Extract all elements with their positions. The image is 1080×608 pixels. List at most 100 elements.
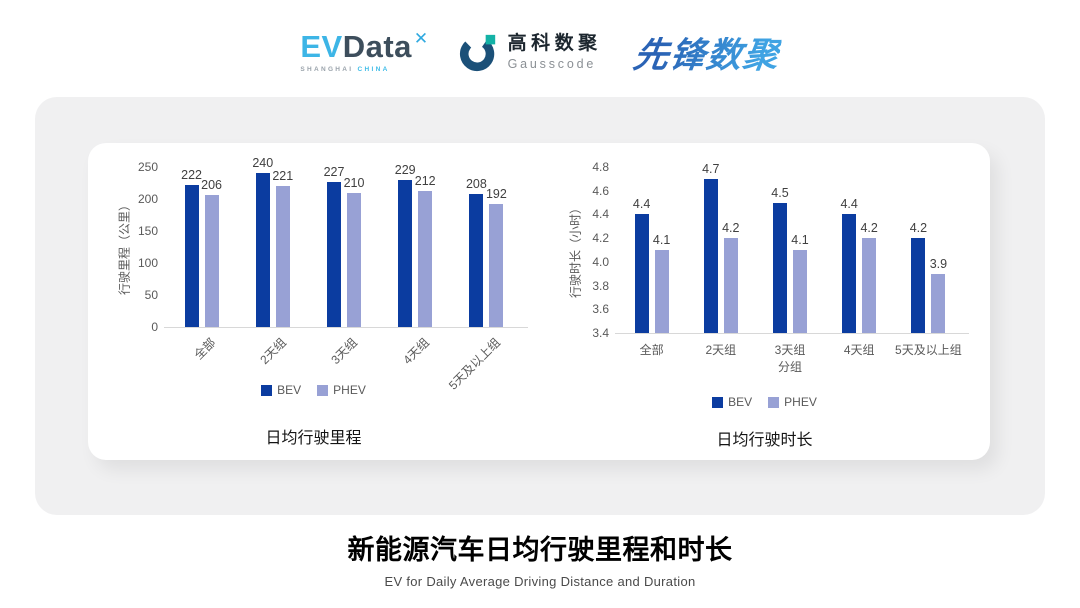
gausscode-cn-text: 高科数聚 [507, 33, 602, 55]
bar-bev [469, 193, 484, 327]
bar-phev [793, 250, 807, 333]
bar-value-label: 4.2 [909, 221, 928, 236]
bar-value-label: 206 [201, 178, 223, 193]
y-tick-label: 0 [151, 320, 158, 334]
gausscode-g-icon [459, 34, 495, 72]
bar-bev [255, 173, 270, 327]
bar-value-label: 208 [465, 176, 487, 191]
evdata-ev-text: EV [300, 29, 343, 64]
duration-x-axis-title: 分组 [777, 360, 802, 374]
x-tick-label: 2天组 [257, 335, 290, 368]
header-logos: EVData ✕ SHANGHAI CHINA 高科数聚 Gausscode 先锋… [0, 18, 1080, 86]
evdata-subtext: SHANGHAI CHINA [300, 66, 389, 73]
bar-value-label: 4.1 [791, 233, 809, 247]
y-tick-label: 4.2 [592, 231, 609, 246]
bar-bev [327, 181, 341, 327]
x-tick-label: 全部 [191, 335, 218, 363]
bar-phev [723, 238, 738, 333]
legend-item-bev: BEV [712, 395, 752, 409]
bar-value-label: 212 [414, 174, 436, 189]
bar-value-label: 4.2 [860, 221, 878, 236]
bar-phev [204, 195, 219, 327]
pioneer-data-logo: 先锋数聚 [630, 27, 783, 78]
duration-plot-area: 3.4 3.6 3.8 4.0 4.2 4.4 4.6 4.8 4.4 4.1 全部 4.7 4.2 2天… [539, 143, 990, 460]
bar-value-label: 222 [181, 167, 203, 182]
x-tick-label: 3天组 [328, 335, 361, 368]
bar-value-label: 240 [252, 156, 274, 171]
legend-item-phev: PHEV [317, 383, 366, 397]
distance-chart: 行驶里程（公里） 0 50 100 150 200 250 222 206 全部 240 221 2天… [88, 143, 539, 460]
bar-bev [634, 214, 649, 333]
x-tick-label: 2天组 [705, 343, 737, 357]
legend-label: PHEV [784, 395, 817, 409]
chart-panel: 行驶里程（公里） 0 50 100 150 200 250 222 206 全部 240 221 2天… [35, 97, 1045, 515]
x-axis-line [615, 333, 969, 334]
bar-bev [773, 202, 787, 333]
bar-bev [842, 214, 857, 333]
bar-value-label: 192 [485, 187, 507, 202]
y-tick-label: 200 [137, 192, 158, 206]
y-tick-label: 250 [137, 160, 158, 174]
bar-phev [654, 250, 669, 333]
legend-label: PHEV [333, 383, 366, 397]
chart-card: 行驶里程（公里） 0 50 100 150 200 250 222 206 全部 240 221 2天… [88, 143, 990, 460]
legend-label: BEV [728, 395, 753, 409]
bar-phev [347, 192, 361, 327]
y-tick-label: 50 [144, 288, 158, 302]
evdata-logo: EVData ✕ SHANGHAI CHINA [300, 29, 429, 73]
chart-caption: 日均行驶里程 [265, 430, 362, 447]
bar-bev [703, 178, 718, 333]
bar-value-label: 210 [343, 175, 365, 190]
bar-value-label: 4.7 [702, 161, 720, 176]
bar-bev [911, 238, 926, 333]
legend-swatch-icon [261, 384, 273, 396]
legend-swatch-icon [317, 384, 329, 396]
duration-chart: 行驶时长（小时） 3.4 3.6 3.8 4.0 4.2 4.4 4.6 4.8 4.4 4.1 全… [539, 143, 990, 460]
x-tick-label: 全部 [639, 343, 664, 357]
x-axis-line [164, 327, 528, 328]
y-tick-label: 4.8 [592, 160, 609, 174]
page-subtitle: EV for Daily Average Driving Distance an… [384, 574, 696, 589]
x-tick-label: 4天组 [399, 335, 432, 368]
bar-value-label: 4.4 [840, 197, 858, 212]
y-tick-label: 100 [137, 256, 158, 270]
duration-legend: BEV PHEV [539, 395, 990, 409]
legend-swatch-icon [768, 396, 780, 408]
y-tick-label: 4.6 [592, 183, 609, 198]
legend-label: BEV [277, 383, 302, 397]
bar-phev [418, 191, 433, 327]
footer: 新能源汽车日均行驶里程和时长 EV for Daily Average Driv… [0, 528, 1080, 589]
bar-value-label: 227 [323, 164, 345, 179]
bar-value-label: 221 [272, 168, 294, 183]
y-tick-label: 4.4 [592, 207, 609, 222]
distance-legend: BEV PHEV [88, 383, 539, 397]
gausscode-text: 高科数聚 Gausscode [508, 33, 602, 71]
legend-swatch-icon [712, 396, 724, 408]
bar-phev [489, 204, 504, 327]
bar-value-label: 4.2 [722, 221, 740, 236]
x-tick-label: 4天组 [843, 343, 875, 357]
bar-value-label: 3.9 [929, 256, 948, 271]
y-tick-label: 150 [137, 224, 158, 238]
bar-value-label: 4.5 [771, 185, 789, 200]
chart-caption: 日均行驶时长 [716, 432, 813, 449]
y-tick-label: 4.0 [592, 254, 609, 269]
bar-value-label: 4.1 [652, 233, 671, 247]
evdata-x-icon: ✕ [413, 29, 429, 48]
bar-bev [398, 180, 413, 327]
bar-value-label: 229 [394, 163, 416, 178]
evdata-china-text: CHINA [357, 66, 390, 73]
bar-phev [862, 238, 877, 333]
legend-item-phev: PHEV [768, 395, 817, 409]
evdata-shanghai-text: SHANGHAI [300, 66, 354, 73]
legend-item-bev: BEV [261, 383, 301, 397]
page-title: 新能源汽车日均行驶里程和时长 [347, 535, 733, 565]
evdata-data-text: Data [342, 29, 412, 64]
bar-phev [275, 185, 290, 327]
x-tick-label: 3天组 [774, 343, 806, 357]
y-tick-label: 3.8 [592, 278, 609, 293]
gausscode-en-text: Gausscode [507, 56, 597, 71]
bar-phev [931, 273, 946, 333]
bar-bev [184, 184, 199, 327]
bar-value-label: 4.4 [632, 197, 651, 212]
